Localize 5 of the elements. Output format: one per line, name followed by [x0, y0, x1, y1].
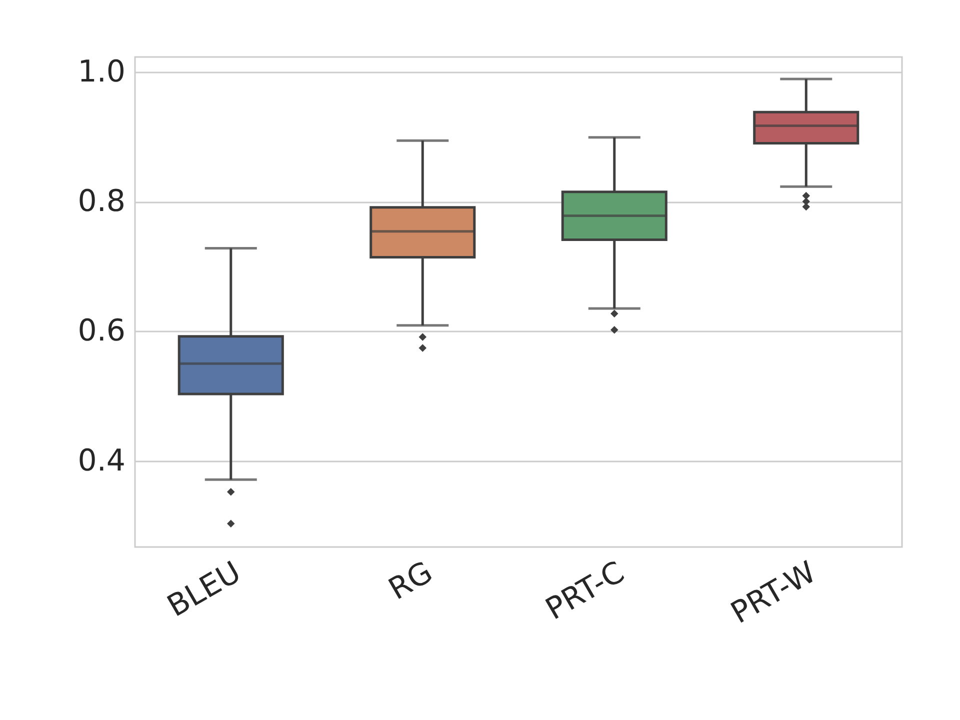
- y-tick-label: 0.4: [78, 443, 126, 478]
- x-tick-label: RG: [382, 554, 439, 608]
- y-tick-label: 0.8: [78, 184, 126, 220]
- y-tick-label: 1.0: [78, 54, 126, 90]
- y-tick-label: 0.6: [78, 314, 126, 349]
